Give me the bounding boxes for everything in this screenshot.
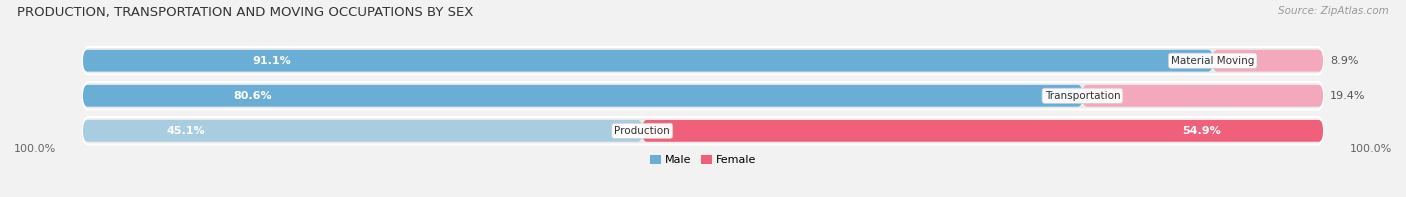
FancyBboxPatch shape	[83, 47, 1323, 74]
FancyBboxPatch shape	[643, 120, 1323, 142]
Text: Source: ZipAtlas.com: Source: ZipAtlas.com	[1278, 6, 1389, 16]
Text: 100.0%: 100.0%	[14, 144, 56, 154]
Legend: Male, Female: Male, Female	[645, 150, 761, 169]
Text: 8.9%: 8.9%	[1330, 56, 1358, 66]
FancyBboxPatch shape	[83, 82, 1323, 110]
FancyBboxPatch shape	[83, 85, 1083, 107]
Text: 19.4%: 19.4%	[1330, 91, 1365, 101]
Text: PRODUCTION, TRANSPORTATION AND MOVING OCCUPATIONS BY SEX: PRODUCTION, TRANSPORTATION AND MOVING OC…	[17, 6, 474, 19]
Text: Production: Production	[614, 126, 671, 136]
Text: 100.0%: 100.0%	[1350, 144, 1392, 154]
Text: 91.1%: 91.1%	[253, 56, 291, 66]
FancyBboxPatch shape	[1213, 50, 1323, 72]
FancyBboxPatch shape	[83, 117, 1323, 145]
FancyBboxPatch shape	[83, 50, 1213, 72]
FancyBboxPatch shape	[83, 120, 643, 142]
Text: 80.6%: 80.6%	[233, 91, 271, 101]
Text: Material Moving: Material Moving	[1171, 56, 1254, 66]
FancyBboxPatch shape	[1083, 85, 1323, 107]
Text: 54.9%: 54.9%	[1182, 126, 1220, 136]
Text: 45.1%: 45.1%	[167, 126, 205, 136]
Text: Transportation: Transportation	[1045, 91, 1121, 101]
